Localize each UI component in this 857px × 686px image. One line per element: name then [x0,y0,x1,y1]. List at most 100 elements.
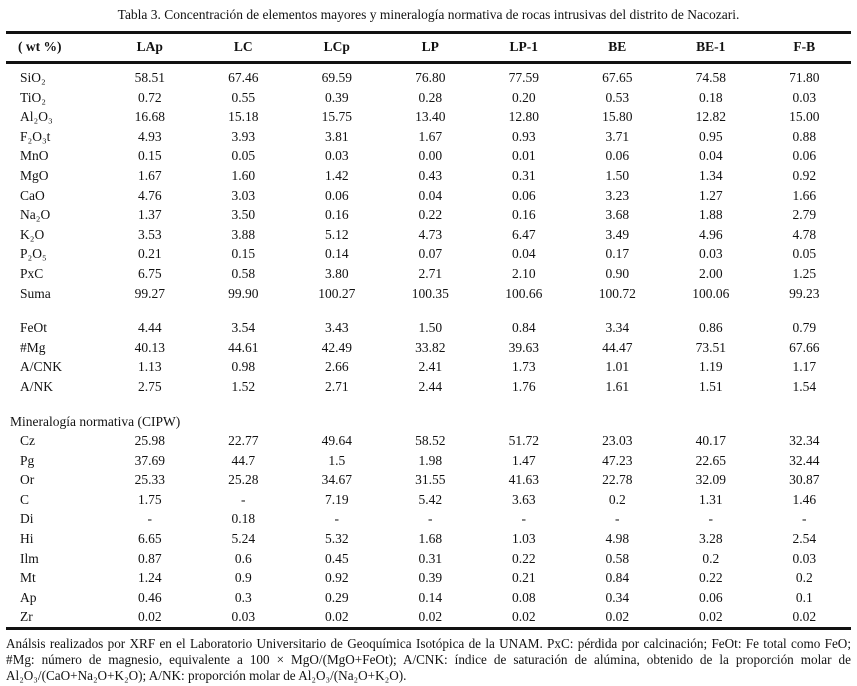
cell: 1.52 [231,378,256,394]
table-row: Al₂O₃ 16.68 15.18 15.75 13.40 12.80 15.80 12.82… [6,107,851,127]
cell: 0.46 [137,589,162,605]
cell: 3.68 [605,207,630,223]
cell: 3.71 [605,128,630,144]
geochemistry-table: ( wt %) LAp LC LCp LP LP-1 BE BE-1 F-B S… [6,31,851,631]
cell: 100.72 [598,285,636,301]
table-header: ( wt %) LAp LC LCp LP LP-1 BE BE-1 F-B [6,33,851,63]
cell: 1.66 [792,187,817,203]
cell: 4.73 [418,226,443,242]
cell: 33.82 [415,339,446,355]
cell: 5.42 [418,491,443,507]
cell: 0.03 [698,246,723,262]
cell: 67.46 [228,70,259,85]
cell: 4.44 [137,320,162,336]
cell: 0.3 [234,589,252,605]
cell: 0.20 [511,89,536,105]
cell: 16.68 [134,109,165,125]
cell: 1.75 [137,491,162,507]
cell: 100.35 [411,285,449,301]
cell: 47.23 [602,452,633,468]
cell: 44.7 [231,452,256,468]
cell: 77.59 [508,70,539,85]
cell: 32.09 [695,472,726,488]
cell: 99.90 [228,285,259,301]
cell: 0.34 [605,589,630,605]
cell: 58.52 [415,433,446,449]
cell: 32.34 [789,433,820,449]
row-label: Hi [20,531,34,547]
cell: 0.03 [231,609,256,625]
cell: 1.61 [605,378,630,394]
cell: 67.65 [602,70,633,85]
row-label: PxC [20,265,44,281]
cell: 0.39 [418,570,443,586]
cell: 0.98 [231,359,256,375]
cell: 2.71 [324,378,349,394]
cell: 99.27 [134,285,165,301]
cell: 2.79 [792,207,817,223]
row-label: MnO [20,148,49,164]
cell: 12.82 [695,109,726,125]
row-label: A/CNK [20,359,63,375]
cell: 0.31 [418,550,443,566]
cell: 100.66 [505,285,543,301]
cell: 0.18 [231,511,256,527]
cell: 32.44 [789,452,820,468]
table-row: Ap 0.46 0.3 0.29 0.14 0.08 0.34 0.06 0.1 [6,588,851,608]
table-row: TiO₂ 0.72 0.55 0.39 0.28 0.20 0.53 0.18 0.03 [6,88,851,108]
row-label: K₂O [20,226,45,242]
row-label: MgO [20,167,49,183]
column-header-be1: BE-1 [696,39,726,54]
cell: - [147,511,153,527]
table-row: Zr 0.02 0.03 0.02 0.02 0.02 0.02 0.02 0.02 [6,607,851,628]
cell: 1.73 [511,359,536,375]
cell: 0.06 [698,589,723,605]
section-row: Mineralogía normativa (CIPW) [6,412,851,432]
row-label: Or [20,472,35,488]
cell: 2.44 [418,378,443,394]
cell: 0.02 [418,609,443,625]
cell: 0.18 [698,89,723,105]
column-header-lcp: LCp [323,39,350,54]
cell: 25.33 [134,472,165,488]
cell: 3.53 [137,226,162,242]
cell: 1.54 [792,378,817,394]
cell: 15.00 [789,109,820,125]
cell: 22.65 [695,452,726,468]
table-row: A/NK 2.75 1.52 2.71 2.44 1.76 1.61 1.51 1.54 [6,377,851,397]
table-footnote: Análsis realizados por XRF en el Laborat… [6,636,851,684]
cell: - [241,491,246,507]
cell: 15.80 [602,109,633,125]
cell: 0.43 [418,167,443,183]
cell: 22.77 [228,433,259,449]
cell: 0.95 [698,128,723,144]
cell: 44.61 [228,339,259,355]
cell: 39.63 [508,339,539,355]
cell: 0.06 [792,148,817,164]
cell: 0.21 [511,570,536,586]
cell: 1.51 [698,378,723,394]
cell: 3.63 [511,491,536,507]
cell: 3.03 [231,187,256,203]
row-label: FeOt [20,320,47,336]
table-row: SiO₂ 58.51 67.46 69.59 76.80 77.59 67.65 74.58 7… [6,63,851,88]
table-row: CaO 4.76 3.03 0.06 0.04 0.06 3.23 1.27 1.66 [6,186,851,206]
cell: 25.98 [134,433,165,449]
spacer-row [6,303,851,318]
cell: 42.49 [321,339,352,355]
cell: 2.75 [137,378,162,394]
cell: - [615,511,620,527]
cell: 100.06 [692,285,730,301]
cell: 1.34 [698,167,723,183]
table-body: SiO₂ 58.51 67.46 69.59 76.80 77.59 67.65 74.58 7… [6,63,851,629]
spacer-cell [6,303,851,318]
table-row: Hi 6.65 5.24 5.32 1.68 1.03 4.98 3.28 2.54 [6,529,851,549]
cell: 1.03 [511,531,536,547]
cell: 2.41 [418,359,443,375]
cell: 0.02 [511,609,536,625]
spacer-row [6,397,851,412]
cell: 1.31 [698,491,723,507]
row-label: Zr [20,609,33,625]
table-row: P₂O₅ 0.21 0.15 0.14 0.07 0.04 0.17 0.03 0.05 [6,244,851,264]
table-row: C 1.75 - 7.19 5.42 3.63 0.2 1.31 1.46 [6,490,851,510]
